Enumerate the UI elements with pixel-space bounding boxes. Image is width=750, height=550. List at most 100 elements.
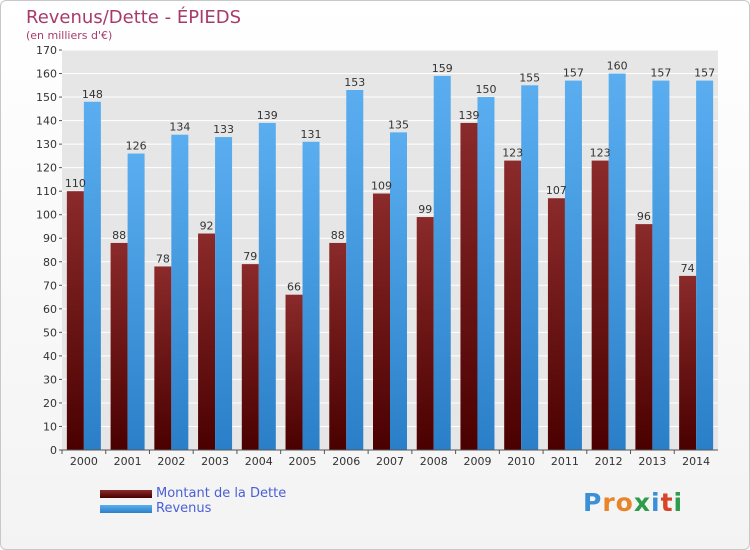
x-tick-label: 2003 xyxy=(201,455,229,468)
y-tick-label: 30 xyxy=(43,373,57,386)
x-tick-label: 2007 xyxy=(376,455,404,468)
value-label-dette: 109 xyxy=(371,180,392,193)
x-tick-label: 2006 xyxy=(332,455,360,468)
bar-revenus xyxy=(521,85,539,450)
value-label-dette: 79 xyxy=(243,250,257,263)
y-tick-label: 20 xyxy=(43,397,57,410)
value-label-dette: 88 xyxy=(331,229,345,242)
value-label-dette: 96 xyxy=(637,210,651,223)
y-tick-label: 150 xyxy=(36,91,57,104)
value-label-dette: 92 xyxy=(200,220,214,233)
bar-dette xyxy=(241,264,259,450)
x-tick-label: 2011 xyxy=(551,455,579,468)
x-tick-label: 2001 xyxy=(114,455,142,468)
value-label-dette: 139 xyxy=(458,109,479,122)
bar-revenus xyxy=(215,137,233,450)
bar-dette xyxy=(460,122,478,451)
value-label-revenus: 131 xyxy=(301,128,322,141)
bars xyxy=(66,73,714,451)
x-tick-label: 2008 xyxy=(420,455,448,468)
value-label-revenus: 159 xyxy=(432,62,453,75)
value-label-revenus: 139 xyxy=(257,109,278,122)
value-label-revenus: 135 xyxy=(388,118,409,131)
legend-item-revenus: Revenus xyxy=(100,501,286,516)
x-tick-label: 2009 xyxy=(463,455,491,468)
bar-dette xyxy=(591,160,609,450)
logo-letter: P xyxy=(583,488,603,517)
bar-revenus xyxy=(127,153,145,450)
y-tick-label: 0 xyxy=(50,444,57,457)
bar-revenus xyxy=(608,73,626,450)
bar-dette xyxy=(198,233,216,450)
legend-item-dette: Montant de la Dette xyxy=(100,486,286,501)
legend-label-revenus: Revenus xyxy=(156,501,212,516)
proxiti-logo: Proxiti xyxy=(583,488,683,517)
value-label-revenus: 157 xyxy=(650,67,671,80)
value-label-dette: 88 xyxy=(112,229,126,242)
legend-swatch-dette xyxy=(100,489,152,498)
value-label-dette: 123 xyxy=(502,147,523,160)
logo-letter: i xyxy=(673,488,684,517)
bar-dette xyxy=(154,266,172,450)
logo-letter: t xyxy=(660,488,674,517)
y-tick-label: 70 xyxy=(43,279,57,292)
logo-letter: x xyxy=(633,488,651,517)
y-axis-ticks: 0 10 20 30 40 50 60 70 80 90 100 110 120 130 140 150 160… xyxy=(36,44,62,457)
value-label-dette: 110 xyxy=(65,177,86,190)
y-tick-label: 60 xyxy=(43,303,57,316)
bar-dette xyxy=(66,191,84,451)
bar-dette xyxy=(329,242,347,450)
bar-dette xyxy=(547,198,565,450)
value-label-dette: 123 xyxy=(590,147,611,160)
legend: Montant de la Dette Revenus xyxy=(100,486,286,516)
y-tick-label: 10 xyxy=(43,420,57,433)
bar-revenus xyxy=(83,101,101,450)
y-tick-label: 160 xyxy=(36,68,57,81)
bar-revenus xyxy=(302,141,320,450)
y-tick-label: 50 xyxy=(43,326,57,339)
value-label-revenus: 133 xyxy=(213,123,234,136)
x-tick-label: 2013 xyxy=(638,455,666,468)
y-tick-label: 120 xyxy=(36,162,57,175)
legend-label-dette: Montant de la Dette xyxy=(156,486,287,501)
bar-revenus xyxy=(696,80,714,451)
y-tick-label: 170 xyxy=(36,44,57,57)
bar-dette xyxy=(679,275,697,450)
value-label-dette: 74 xyxy=(681,262,695,275)
y-tick-label: 110 xyxy=(36,185,57,198)
value-label-revenus: 148 xyxy=(82,88,103,101)
x-tick-label: 2002 xyxy=(157,455,185,468)
value-label-revenus: 126 xyxy=(126,140,147,153)
y-tick-label: 90 xyxy=(43,232,57,245)
y-tick-label: 140 xyxy=(36,115,57,128)
value-label-revenus: 153 xyxy=(344,76,365,89)
y-tick-label: 40 xyxy=(43,350,57,363)
logo-letter: i xyxy=(651,488,661,517)
bar-revenus xyxy=(652,80,670,451)
legend-swatch-revenus xyxy=(100,504,152,513)
x-tick-label: 2014 xyxy=(682,455,710,468)
chart-title: Revenus/Dette - ÉPIEDS xyxy=(26,7,242,28)
value-label-revenus: 155 xyxy=(519,71,540,84)
value-label-dette: 107 xyxy=(546,184,567,197)
x-tick-label: 2012 xyxy=(595,455,623,468)
value-label-revenus: 157 xyxy=(694,67,715,80)
x-tick-label: 2005 xyxy=(289,455,317,468)
value-labels: 110 148 88 126 78 134 92 133 79 139 66 131 88 153 109 1… xyxy=(65,60,715,294)
logo-letter: r xyxy=(602,488,616,517)
x-tick-label: 2010 xyxy=(507,455,535,468)
value-label-revenus: 150 xyxy=(475,83,496,96)
value-label-revenus: 160 xyxy=(607,60,628,73)
value-label-revenus: 134 xyxy=(169,121,190,134)
logo-letter: o xyxy=(615,488,634,517)
chart-subtitle: (en milliers d'€) xyxy=(26,29,113,42)
x-tick-label: 2000 xyxy=(70,455,98,468)
bar-dette xyxy=(635,224,653,450)
bar-revenus xyxy=(390,132,407,450)
y-tick-label: 80 xyxy=(43,256,57,269)
bar-dette xyxy=(504,160,522,450)
bar-dette xyxy=(110,242,128,450)
bar-revenus xyxy=(171,134,189,451)
value-label-dette: 78 xyxy=(156,252,170,265)
